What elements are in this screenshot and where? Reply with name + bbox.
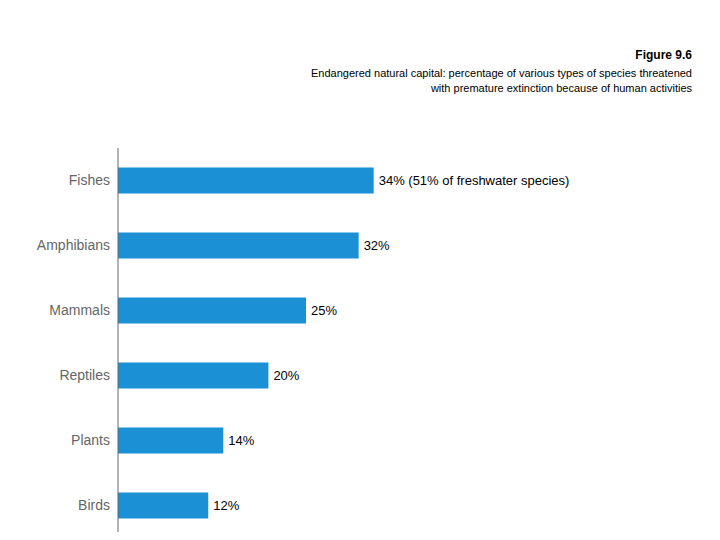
svg-text:20%: 20% — [273, 368, 299, 383]
svg-text:Mammals: Mammals — [49, 302, 110, 318]
svg-text:Amphibians: Amphibians — [37, 237, 110, 253]
svg-text:14%: 14% — [228, 433, 254, 448]
svg-text:12%: 12% — [213, 498, 239, 513]
svg-text:Reptiles: Reptiles — [59, 367, 110, 383]
svg-text:Plants: Plants — [71, 432, 110, 448]
html-text:Figure 9.6: Figure 9.6 — [635, 48, 692, 62]
svg-text:25%: 25% — [311, 303, 337, 318]
svg-text:32%: 32% — [364, 238, 390, 253]
html-text:Endangered natural capital: pe: Endangered natural capital: percentage o… — [311, 67, 692, 79]
svg-text:Fishes: Fishes — [69, 172, 110, 188]
html-text:with premature extinction beca: with premature extinction because of hum… — [430, 82, 692, 94]
svg-text:34% (51% of freshwater species: 34% (51% of freshwater species) — [379, 173, 570, 188]
svg-text:Birds: Birds — [78, 497, 110, 513]
